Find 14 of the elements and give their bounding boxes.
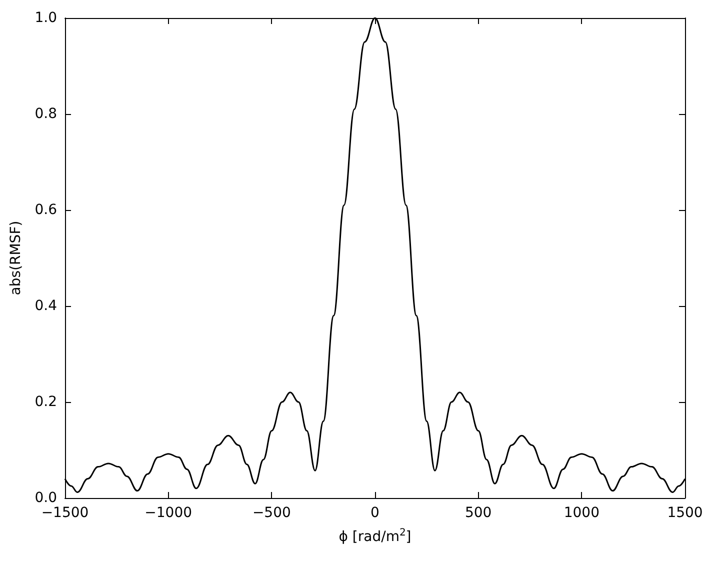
x-tick-label: −500 <box>252 505 291 521</box>
x-tick-label: 500 <box>464 505 492 521</box>
x-tick-label: 1500 <box>667 505 703 521</box>
x-tick-label: 1000 <box>564 505 600 521</box>
y-tick-label: 1.0 <box>34 10 57 26</box>
y-tick-label: 0.2 <box>34 394 57 410</box>
x-tick-label: −1000 <box>144 505 192 521</box>
y-tick-label: 0.8 <box>34 106 57 122</box>
y-tick-label: 0.6 <box>34 202 58 218</box>
x-tick-label: −1500 <box>41 505 89 521</box>
x-tick-label: 0 <box>370 505 380 521</box>
y-tick-label: 0.0 <box>34 490 57 506</box>
y-tick-label: 0.4 <box>34 298 58 314</box>
y-axis-title: abs(RMSF) <box>8 220 24 296</box>
